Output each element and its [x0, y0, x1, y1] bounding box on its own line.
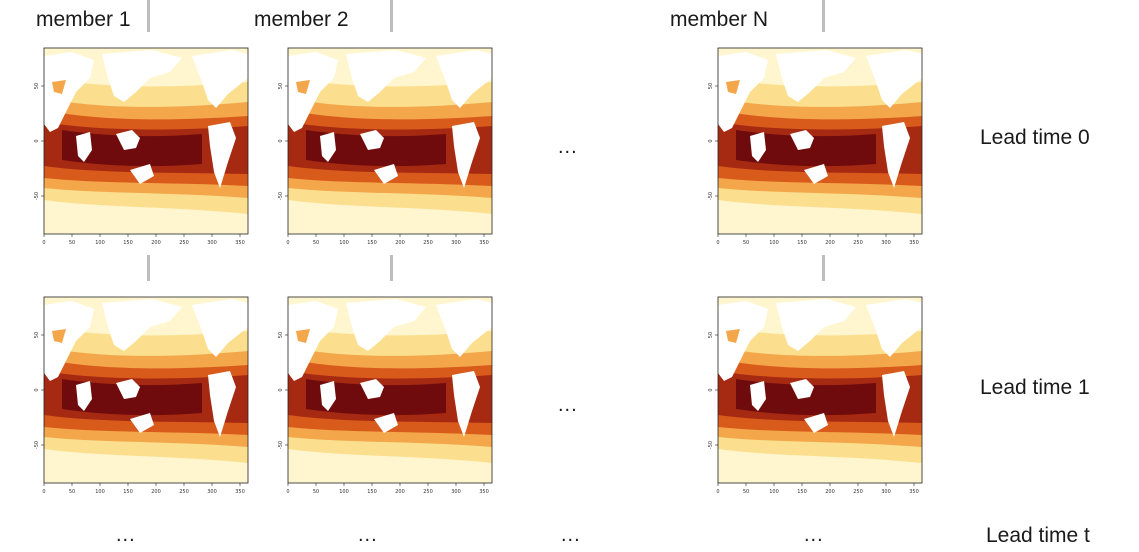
y-tick-label: 50	[34, 332, 40, 338]
x-tick-label: 0	[42, 240, 45, 246]
x-tick-label: 250	[179, 240, 189, 246]
x-tick-label: 0	[286, 489, 289, 495]
separator-top-3	[822, 0, 825, 32]
y-tick-label: 0	[278, 139, 284, 142]
x-tick-label: 150	[797, 240, 807, 246]
x-tick-label: 150	[123, 240, 133, 246]
x-tick-label: 250	[179, 489, 189, 495]
x-tick-label: 350	[235, 489, 245, 495]
y-tick-label: -50	[34, 192, 40, 200]
x-tick-label: 100	[95, 240, 105, 246]
x-tick-label: 50	[69, 489, 75, 495]
map-panel-member-2-lead-1: 0 50 100 150 200 250 300 350 50 0 -50	[276, 287, 498, 499]
x-tick-label: 250	[423, 489, 433, 495]
map-panel-member-1-lead-1: 0 50 100 150 200 250 300 350 50 0 -50	[32, 287, 254, 499]
x-tick-label: 100	[95, 489, 105, 495]
x-tick-label: 200	[395, 240, 405, 246]
x-tick-label: 250	[853, 240, 863, 246]
x-tick-label: 350	[235, 240, 245, 246]
y-tick-label: 50	[708, 332, 714, 338]
y-tick-label: 0	[34, 139, 40, 142]
column-header-member-2: member 2	[254, 8, 349, 31]
x-tick-label: 100	[339, 240, 349, 246]
x-tick-label: 300	[881, 240, 891, 246]
row-label-lead-time-1: Lead time 1	[980, 376, 1090, 399]
x-tick-label: 100	[769, 489, 779, 495]
x-tick-label: 150	[367, 240, 377, 246]
y-tick-label: 50	[278, 332, 284, 338]
y-tick-label: 0	[708, 388, 714, 391]
y-tick-label: 50	[34, 83, 40, 89]
y-tick-label: 50	[278, 83, 284, 89]
x-tick-label: 200	[825, 240, 835, 246]
ellipsis-members-row-0: ...	[558, 136, 578, 158]
x-tick-label: 100	[339, 489, 349, 495]
x-tick-label: 350	[479, 240, 489, 246]
x-tick-label: 250	[853, 489, 863, 495]
separator-top-1	[147, 0, 150, 32]
x-tick-label: 50	[313, 489, 319, 495]
x-tick-label: 200	[151, 489, 161, 495]
x-tick-label: 200	[825, 489, 835, 495]
y-tick-label: -50	[708, 192, 714, 200]
x-tick-label: 300	[881, 489, 891, 495]
x-tick-label: 150	[797, 489, 807, 495]
x-tick-label: 350	[909, 489, 919, 495]
y-tick-label: 0	[708, 139, 714, 142]
x-tick-label: 300	[451, 240, 461, 246]
x-tick-label: 150	[123, 489, 133, 495]
separator-top-2	[390, 0, 393, 32]
x-tick-label: 350	[479, 489, 489, 495]
map-panel-member-n-lead-0: 0 50 100 150 200 250 300 350 50 0 -50	[706, 38, 928, 250]
y-tick-label: -50	[278, 441, 284, 449]
y-tick-label: -50	[34, 441, 40, 449]
y-tick-label: 50	[708, 83, 714, 89]
x-tick-label: 0	[716, 489, 719, 495]
x-tick-label: 0	[716, 240, 719, 246]
y-tick-label: -50	[708, 441, 714, 449]
column-header-member-n: member N	[670, 8, 769, 31]
x-tick-label: 50	[743, 489, 749, 495]
y-tick-label: 0	[34, 388, 40, 391]
x-tick-label: 250	[423, 240, 433, 246]
map-panel-member-n-lead-1: 0 50 100 150 200 250 300 350 50 0 -50	[706, 287, 928, 499]
x-tick-label: 200	[395, 489, 405, 495]
row-label-lead-time-0: Lead time 0	[980, 126, 1090, 149]
x-tick-label: 0	[42, 489, 45, 495]
row-label-lead-time-t: Lead time t	[986, 524, 1090, 547]
x-tick-label: 50	[313, 240, 319, 246]
x-tick-label: 350	[909, 240, 919, 246]
ellipsis-lead-t-member-n: ...	[804, 524, 824, 546]
separator-mid-1	[147, 255, 150, 281]
map-panel-member-2-lead-0: 0 50 100 150 200 250 300 350 50 0 -50	[276, 38, 498, 250]
x-tick-label: 300	[207, 489, 217, 495]
ellipsis-lead-t-member-2: ...	[358, 524, 378, 546]
ellipsis-members-row-1: ...	[558, 394, 578, 416]
ellipsis-lead-t-middle: ...	[561, 524, 581, 546]
column-header-member-1: member 1	[36, 8, 131, 31]
x-tick-label: 50	[69, 240, 75, 246]
x-tick-label: 100	[769, 240, 779, 246]
separator-mid-2	[390, 255, 393, 281]
y-tick-label: -50	[278, 192, 284, 200]
x-tick-label: 200	[151, 240, 161, 246]
y-tick-label: 0	[278, 388, 284, 391]
separator-mid-3	[822, 255, 825, 281]
map-panel-member-1-lead-0: 0 50 100 150 200 250 300 350 50 0 -50	[32, 38, 254, 250]
x-tick-label: 300	[451, 489, 461, 495]
x-tick-label: 150	[367, 489, 377, 495]
x-tick-label: 50	[743, 240, 749, 246]
ellipsis-lead-t-member-1: ...	[116, 524, 136, 546]
x-tick-label: 0	[286, 240, 289, 246]
x-tick-label: 300	[207, 240, 217, 246]
